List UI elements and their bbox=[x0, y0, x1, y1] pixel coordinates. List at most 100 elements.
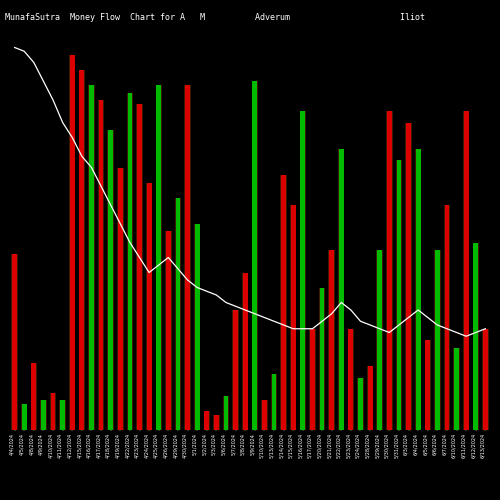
Bar bbox=[223, 396, 229, 430]
Bar bbox=[108, 130, 113, 430]
Bar bbox=[483, 329, 488, 430]
Bar bbox=[184, 85, 191, 430]
Bar bbox=[156, 85, 161, 430]
Bar bbox=[396, 160, 402, 430]
Bar bbox=[415, 149, 422, 430]
Bar bbox=[108, 130, 114, 430]
Bar bbox=[328, 250, 335, 430]
Bar bbox=[444, 205, 450, 430]
Bar bbox=[261, 400, 268, 430]
Bar bbox=[406, 122, 411, 430]
Bar bbox=[224, 396, 228, 430]
Bar bbox=[320, 288, 324, 430]
Bar bbox=[117, 168, 123, 430]
Bar bbox=[174, 198, 181, 430]
Bar bbox=[30, 362, 37, 430]
Bar bbox=[291, 205, 296, 430]
Bar bbox=[118, 168, 122, 430]
Bar bbox=[80, 70, 84, 430]
Bar bbox=[271, 374, 277, 430]
Bar bbox=[60, 400, 65, 430]
Bar bbox=[243, 272, 248, 430]
Bar bbox=[474, 242, 478, 430]
Bar bbox=[290, 205, 296, 430]
Bar bbox=[416, 149, 420, 430]
Bar bbox=[472, 242, 479, 430]
Bar bbox=[146, 182, 152, 430]
Bar bbox=[22, 404, 26, 430]
Bar bbox=[137, 104, 142, 430]
Bar bbox=[406, 122, 411, 430]
Bar bbox=[387, 112, 392, 430]
Bar bbox=[434, 250, 440, 430]
Bar bbox=[136, 104, 142, 430]
Bar bbox=[454, 348, 459, 430]
Bar bbox=[70, 55, 74, 430]
Bar bbox=[232, 310, 239, 430]
Text: MunafaSutra  Money Flow  Chart for A   M          Adverum                      I: MunafaSutra Money Flow Chart for A M Adv… bbox=[5, 12, 425, 22]
Bar bbox=[165, 231, 172, 430]
Bar bbox=[424, 340, 431, 430]
Bar bbox=[367, 366, 374, 430]
Bar bbox=[50, 392, 56, 430]
Bar bbox=[60, 400, 66, 430]
Bar bbox=[339, 149, 344, 430]
Bar bbox=[368, 366, 372, 430]
Bar bbox=[482, 329, 488, 430]
Bar bbox=[69, 55, 75, 430]
Bar bbox=[40, 400, 46, 430]
Bar bbox=[78, 70, 85, 430]
Bar bbox=[338, 149, 344, 430]
Bar bbox=[204, 411, 209, 430]
Bar bbox=[444, 205, 450, 430]
Bar bbox=[426, 340, 430, 430]
Bar bbox=[378, 250, 382, 430]
Bar bbox=[358, 378, 364, 430]
Bar bbox=[98, 100, 103, 430]
Bar bbox=[242, 272, 248, 430]
Bar bbox=[454, 348, 460, 430]
Bar bbox=[252, 82, 257, 430]
Bar bbox=[166, 231, 170, 430]
Bar bbox=[310, 329, 315, 430]
Bar bbox=[185, 85, 190, 430]
Bar bbox=[376, 250, 383, 430]
Bar bbox=[214, 415, 219, 430]
Bar bbox=[194, 224, 200, 430]
Bar bbox=[32, 362, 36, 430]
Bar bbox=[252, 82, 258, 430]
Bar bbox=[463, 112, 469, 430]
Bar bbox=[348, 329, 354, 430]
Bar bbox=[176, 198, 180, 430]
Bar bbox=[88, 85, 94, 430]
Bar bbox=[41, 400, 46, 430]
Bar bbox=[358, 378, 363, 430]
Bar bbox=[300, 112, 306, 430]
Bar bbox=[435, 250, 440, 430]
Bar bbox=[195, 224, 200, 430]
Bar bbox=[348, 329, 354, 430]
Bar bbox=[386, 112, 392, 430]
Bar bbox=[300, 112, 305, 430]
Bar bbox=[12, 254, 18, 430]
Bar bbox=[319, 288, 326, 430]
Bar bbox=[98, 100, 104, 430]
Bar bbox=[272, 374, 276, 430]
Bar bbox=[213, 415, 220, 430]
Bar bbox=[126, 92, 133, 430]
Bar bbox=[233, 310, 238, 430]
Bar bbox=[128, 92, 132, 430]
Bar bbox=[12, 254, 17, 430]
Bar bbox=[464, 112, 468, 430]
Bar bbox=[396, 160, 402, 430]
Bar bbox=[330, 250, 334, 430]
Bar bbox=[309, 329, 316, 430]
Bar bbox=[262, 400, 267, 430]
Bar bbox=[280, 175, 287, 430]
Bar bbox=[156, 85, 162, 430]
Bar bbox=[89, 85, 94, 430]
Bar bbox=[50, 392, 56, 430]
Bar bbox=[281, 175, 286, 430]
Bar bbox=[204, 411, 210, 430]
Bar bbox=[21, 404, 28, 430]
